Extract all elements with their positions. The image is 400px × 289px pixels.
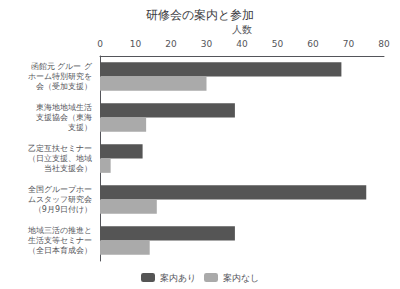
svg-text:生活支等セミナー: 生活支等セミナー xyxy=(28,236,92,245)
svg-text:0: 0 xyxy=(97,39,103,49)
svg-text:東海地地域生活: 東海地地域生活 xyxy=(36,103,92,112)
svg-text:人数: 人数 xyxy=(232,24,252,35)
svg-text:研修会の案内と参加: 研修会の案内と参加 xyxy=(146,8,254,22)
svg-text:ホーム特別研究を: ホーム特別研究を xyxy=(28,72,92,81)
svg-text:支援協会（東海: 支援協会（東海 xyxy=(36,113,92,122)
svg-text:ムスタッフ研究会: ムスタッフ研究会 xyxy=(28,195,92,204)
svg-text:30: 30 xyxy=(201,39,213,49)
svg-text:乙定互扶セミナー: 乙定互扶セミナー xyxy=(28,144,92,153)
svg-text:10: 10 xyxy=(130,39,142,49)
svg-text:地域三活の推進と: 地域三活の推進と xyxy=(27,226,92,235)
svg-text:60: 60 xyxy=(307,39,319,49)
svg-text:当社支援会）: 当社支援会） xyxy=(44,164,92,173)
svg-text:支援）: 支援） xyxy=(68,123,92,132)
svg-text:40: 40 xyxy=(236,39,248,49)
svg-text:（日立支援、地域: （日立支援、地域 xyxy=(28,154,92,163)
svg-text:案内あり: 案内あり xyxy=(160,273,196,283)
svg-text:函館元 グルー グ: 函館元 グルー グ xyxy=(31,62,93,71)
svg-text:（9月9日付け）: （9月9日付け） xyxy=(34,205,92,214)
svg-text:50: 50 xyxy=(272,39,284,49)
svg-text:20: 20 xyxy=(165,39,177,49)
svg-text:80: 80 xyxy=(378,39,390,49)
svg-text:会（受加支援）: 会（受加支援） xyxy=(36,82,92,91)
svg-text:案内なし: 案内なし xyxy=(223,273,259,283)
svg-text:（全日本育成会）: （全日本育成会） xyxy=(28,246,92,255)
svg-text:全国グループホー: 全国グループホー xyxy=(28,185,92,194)
svg-text:70: 70 xyxy=(343,39,355,49)
